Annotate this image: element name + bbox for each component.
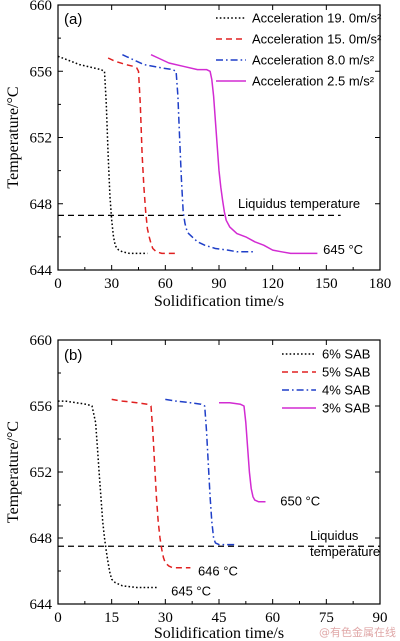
y-tick-label-a: 644 [30,263,53,279]
legend-a: Acceleration 19. 0m/s² Acceleration 15. 0… [216,11,382,89]
y-tick-label-a: 656 [30,64,53,80]
x-axis-label-b: Solidification time/s [154,625,284,641]
x-tick-label-b: 90 [373,610,388,626]
x-tick-label-a: 120 [261,276,284,292]
x-tick-label-a: 60 [158,276,173,292]
y-ticks-a: 644 648 652 656 660 [30,0,380,279]
x-tick-label-a: 180 [369,276,392,292]
liquidus-label-a: Liquidus temperature [238,196,360,211]
y-tick-label-a: 648 [30,197,53,213]
x-axis-label-a: Solidification time/s [154,293,284,310]
y-tick-label-b: 648 [30,531,53,547]
y-tick-label-a: 652 [30,131,53,147]
y-tick-label-a: 660 [30,0,53,14]
x-tick-label-b: 0 [54,610,62,626]
legend-label-a-1: Acceleration 15. 0m/s² [252,32,382,47]
annotations-b: 650 °C 646 °C 645 °C [171,494,320,599]
panel-label-b: (b) [64,347,82,364]
legend-label-a-3: Acceleration 2.5 m/s² [252,74,375,89]
x-tick-label-a: 150 [315,276,338,292]
series-line-b-1 [111,398,191,569]
series-group-a [57,54,318,255]
annotations-a: 645 °C [323,242,363,257]
y-tick-label-b: 644 [30,597,53,613]
watermark: @有色金属在线 [319,625,396,639]
temperature-annotation-a-0: 645 °C [323,242,363,257]
legend-label-b-1: 5% SAB [322,365,370,380]
legend-label-a-2: Acceleration 8.0 m/s² [252,53,375,68]
legend-label-b-3: 3% SAB [322,401,370,416]
series-line-a-2 [122,54,255,253]
x-tick-label-b: 15 [104,610,119,626]
chart-panel-a: 0 30 60 90 120 150 180 644 648 652 656 660 Liquidu… [5,0,391,310]
series-line-a-3 [150,54,318,255]
liquidus-label-b: temperature [310,544,380,559]
legend-label-a-0: Acceleration 19. 0m/s² [252,11,382,26]
series-group-b [58,398,266,589]
x-ticks-a: 0 30 60 90 120 150 180 [54,5,391,292]
temperature-annotation-b-2: 645 °C [171,584,211,599]
temperature-annotation-b-0: 650 °C [280,494,320,509]
series-line-a-0 [57,55,148,255]
temperature-annotation-b-1: 646 °C [198,564,238,579]
y-ticks-b: 644 648 652 656 660 [30,333,380,613]
x-tick-label-b: 45 [212,610,227,626]
x-tick-label-b: 30 [158,610,173,626]
x-tick-label-b: 75 [319,610,334,626]
chart-panel-b: 0 15 30 45 60 75 90 644 648 652 656 660 Liquiduste… [5,333,388,641]
series-line-b-2 [165,398,237,546]
plot-frame-a [57,4,381,271]
legend-b: 6% SAB 5% SAB 4% SAB 3% SAB [282,347,370,416]
panel-label-a: (a) [64,11,82,28]
x-tick-label-a: 30 [104,276,119,292]
y-axis-label-a: Temperature/°C [5,86,22,188]
plot-frame-b [57,339,381,605]
y-axis-label-b: Temperature/°C [5,421,22,523]
series-line-a-1 [107,57,177,255]
legend-label-b-2: 4% SAB [322,383,370,398]
liquidus-line-a: Liquidus temperature [58,196,360,216]
y-tick-label-b: 652 [30,465,53,481]
x-tick-label-a: 90 [212,276,227,292]
x-tick-label-b: 60 [265,610,280,626]
liquidus-label-b: Liquidus [310,528,359,543]
x-tick-label-a: 0 [54,276,62,292]
y-tick-label-b: 660 [30,333,53,349]
series-line-b-0 [58,400,159,589]
x-ticks-b: 0 15 30 45 60 75 90 [54,340,388,626]
legend-label-b-0: 6% SAB [322,347,370,362]
y-tick-label-b: 656 [30,399,53,415]
series-line-b-3 [219,401,266,503]
